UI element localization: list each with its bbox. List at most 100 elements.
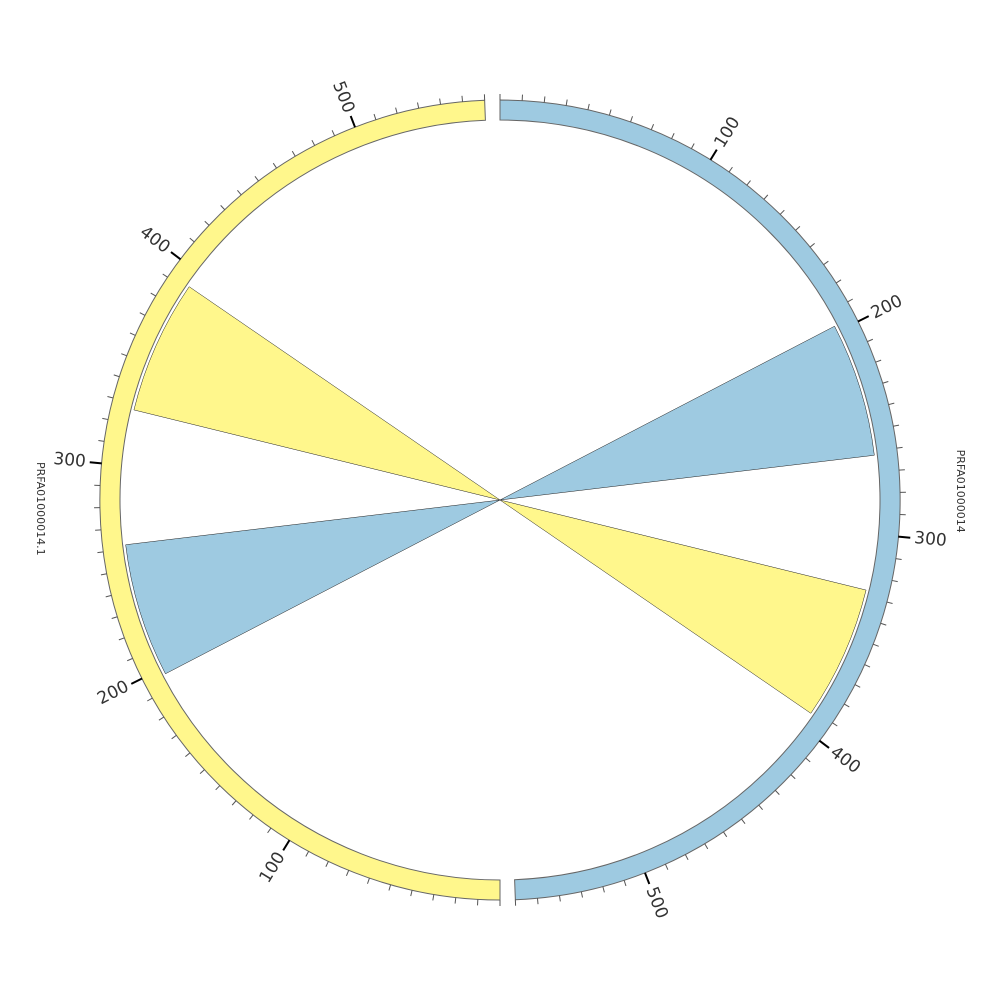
minor-tick: [763, 194, 769, 200]
minor-tick: [650, 123, 655, 130]
segment-label: PRFA01000014.1: [34, 462, 47, 556]
minor-tick: [864, 664, 871, 668]
major-tick: [170, 251, 182, 261]
minor-tick: [305, 851, 310, 857]
minor-tick: [835, 279, 842, 284]
minor-tick: [774, 789, 780, 795]
minor-tick: [832, 722, 838, 727]
minor-tick: [746, 180, 751, 186]
minor-tick: [805, 757, 811, 763]
minor-tick: [129, 332, 136, 336]
minor-tick: [291, 150, 296, 157]
minor-tick: [126, 657, 133, 662]
minor-tick: [331, 130, 336, 137]
tick-label: 100: [256, 848, 290, 886]
minor-tick: [118, 637, 125, 641]
minor-tick: [215, 785, 221, 791]
link: [125, 325, 875, 675]
minor-tick: [558, 895, 561, 902]
minor-tick: [162, 273, 168, 278]
minor-tick: [728, 166, 733, 173]
minor-tick: [367, 877, 370, 884]
minor-tick: [608, 109, 612, 116]
minor-tick: [111, 616, 118, 620]
minor-tick: [630, 116, 633, 123]
minor-tick: [671, 133, 675, 139]
tick-label: 100: [710, 113, 744, 151]
minor-tick: [147, 697, 153, 702]
minor-tick: [185, 752, 191, 757]
minor-tick: [267, 827, 272, 834]
minor-tick: [722, 831, 728, 838]
minor-tick: [249, 814, 254, 820]
minor-tick: [432, 894, 435, 901]
minor-tick: [107, 395, 114, 399]
tick-label: 200: [868, 291, 906, 323]
minor-tick: [410, 890, 413, 897]
minor-tick: [171, 734, 177, 740]
minor-tick: [875, 359, 882, 363]
minor-tick: [388, 884, 392, 891]
minor-tick: [684, 854, 689, 861]
tick-label: 400: [136, 222, 174, 258]
tick-label: 300: [913, 528, 947, 551]
minor-tick: [893, 424, 900, 427]
minor-tick: [98, 440, 105, 442]
minor-tick: [150, 292, 157, 297]
minor-tick: [809, 243, 815, 248]
minor-tick: [872, 643, 879, 647]
minor-tick: [741, 818, 746, 825]
link: [133, 286, 867, 714]
major-tick: [282, 839, 291, 851]
minor-tick: [690, 143, 695, 149]
major-tick: [644, 872, 651, 885]
tick-label: 300: [53, 449, 87, 472]
minor-tick: [888, 402, 895, 406]
minor-tick: [895, 558, 902, 560]
tick-label: 400: [826, 742, 864, 778]
minor-tick: [199, 769, 205, 775]
minor-tick: [882, 380, 889, 384]
minor-tick: [461, 95, 464, 102]
minor-tick: [623, 880, 627, 887]
minor-tick: [272, 162, 278, 169]
segment-label: PRFA01000014: [954, 450, 967, 533]
minor-tick: [100, 573, 107, 576]
minor-tick: [102, 417, 109, 421]
minor-tick: [580, 891, 583, 898]
minor-tick: [417, 102, 420, 109]
minor-tick: [886, 601, 893, 605]
major-tick: [857, 315, 870, 323]
minor-tick: [704, 843, 709, 850]
minor-tick: [105, 594, 112, 598]
minor-tick: [823, 260, 829, 266]
tick-label: 200: [94, 677, 132, 709]
minor-tick: [795, 225, 801, 231]
minor-tick: [325, 861, 329, 867]
minor-tick: [891, 579, 898, 583]
major-tick: [349, 115, 356, 128]
segment-arc: [99, 99, 501, 901]
tick-label: 500: [328, 78, 358, 115]
major-tick: [818, 739, 830, 749]
minor-tick: [843, 703, 850, 708]
minor-tick: [779, 209, 785, 215]
minor-tick: [758, 804, 763, 810]
minor-tick: [565, 99, 568, 106]
segment-arc: [499, 99, 901, 901]
minor-tick: [896, 446, 903, 449]
minor-tick: [237, 190, 242, 196]
minor-tick: [231, 800, 237, 806]
minor-tick: [854, 684, 861, 688]
minor-tick: [311, 139, 316, 146]
major-tick: [130, 677, 143, 685]
minor-tick: [439, 98, 442, 105]
minor-tick: [139, 312, 146, 316]
minor-tick: [867, 338, 874, 343]
minor-tick: [664, 863, 669, 870]
minor-tick: [602, 886, 605, 893]
minor-tick: [121, 353, 128, 357]
minor-tick: [189, 237, 195, 243]
minor-tick: [880, 622, 887, 626]
